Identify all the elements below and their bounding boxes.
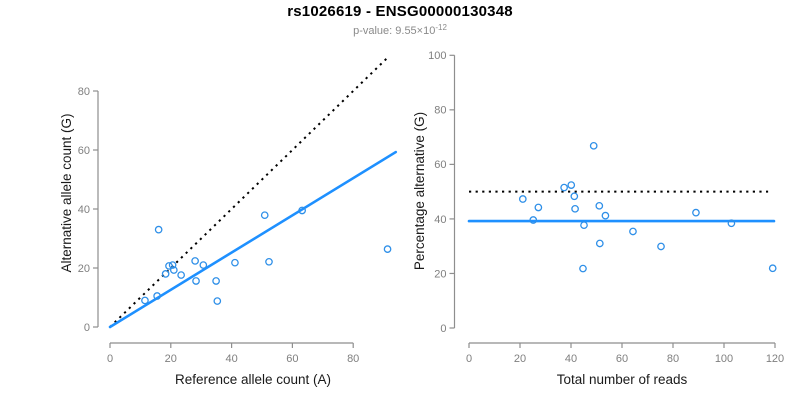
data-point bbox=[518, 195, 527, 203]
data-point bbox=[580, 221, 588, 230]
x-tick-label: 120 bbox=[766, 353, 784, 365]
data-point bbox=[529, 216, 538, 224]
y-tick-label: 20 bbox=[78, 263, 90, 275]
y-tick-label: 0 bbox=[440, 323, 446, 335]
data-point bbox=[657, 242, 665, 251]
data-point bbox=[589, 141, 598, 150]
data-point bbox=[571, 204, 579, 213]
data-point bbox=[298, 206, 306, 215]
data-point bbox=[168, 261, 177, 269]
y-tick-label: 80 bbox=[78, 86, 90, 98]
data-point bbox=[567, 181, 576, 189]
fit-line bbox=[108, 150, 398, 329]
x-tick-label: 40 bbox=[565, 353, 577, 365]
data-point bbox=[154, 225, 163, 234]
data-point bbox=[191, 257, 199, 265]
data-point bbox=[231, 258, 239, 267]
y-tick-label: 60 bbox=[434, 159, 446, 171]
data-point bbox=[153, 292, 161, 300]
data-point bbox=[165, 262, 173, 270]
allele-counts-panel: 0 20 40 60 80 0 20 40 60 80 Reference allele count… bbox=[59, 56, 398, 387]
y-tick-label: 40 bbox=[78, 204, 90, 216]
data-point bbox=[601, 211, 610, 220]
x-axis-title: Reference allele count (A) bbox=[175, 372, 331, 387]
data-point bbox=[161, 270, 170, 278]
data-point bbox=[213, 297, 222, 305]
x-tick-label: 0 bbox=[466, 353, 472, 365]
data-point bbox=[560, 183, 568, 192]
data-point bbox=[169, 266, 178, 274]
percentage-by-depth-panel: 0 20 40 60 80 100 0 20 40 60 80 100 120 Total number … bbox=[412, 50, 784, 387]
x-tick-label: 20 bbox=[514, 353, 526, 365]
x-tick-label: 80 bbox=[347, 353, 359, 365]
data-point bbox=[534, 203, 543, 212]
data-point bbox=[570, 192, 579, 201]
data-point bbox=[595, 201, 604, 210]
x-tick-label: 0 bbox=[107, 353, 113, 365]
x-tick-label: 60 bbox=[286, 353, 298, 365]
data-point bbox=[192, 277, 200, 285]
y-axis-title: Percentage alternative (G) bbox=[412, 112, 427, 270]
data-point bbox=[265, 257, 273, 266]
x-tick-label: 60 bbox=[616, 353, 628, 365]
y-tick-label: 20 bbox=[434, 268, 446, 280]
data-point bbox=[595, 239, 604, 248]
y-tick-label: 40 bbox=[434, 214, 446, 226]
data-point bbox=[692, 208, 700, 217]
data-point bbox=[768, 264, 777, 273]
y-tick-label: 80 bbox=[434, 105, 446, 117]
data-point bbox=[199, 261, 208, 269]
x-tick-label: 40 bbox=[225, 353, 237, 365]
data-point bbox=[141, 296, 149, 305]
x-tick-label: 100 bbox=[715, 353, 733, 365]
data-point bbox=[383, 245, 392, 253]
data-point bbox=[177, 271, 185, 279]
identity-line bbox=[109, 56, 389, 328]
x-tick-label: 80 bbox=[667, 353, 679, 365]
y-tick-label: 60 bbox=[78, 145, 90, 157]
data-point bbox=[727, 219, 736, 228]
y-tick-label: 100 bbox=[428, 50, 446, 62]
data-point bbox=[212, 277, 220, 285]
y-tick-label: 0 bbox=[84, 322, 90, 334]
x-axis-title: Total number of reads bbox=[557, 372, 688, 387]
data-point bbox=[629, 227, 637, 236]
x-tick-label: 20 bbox=[165, 353, 177, 365]
data-point bbox=[260, 211, 269, 220]
y-axis-title: Alternative allele count (G) bbox=[59, 113, 74, 272]
data-point bbox=[579, 264, 587, 273]
